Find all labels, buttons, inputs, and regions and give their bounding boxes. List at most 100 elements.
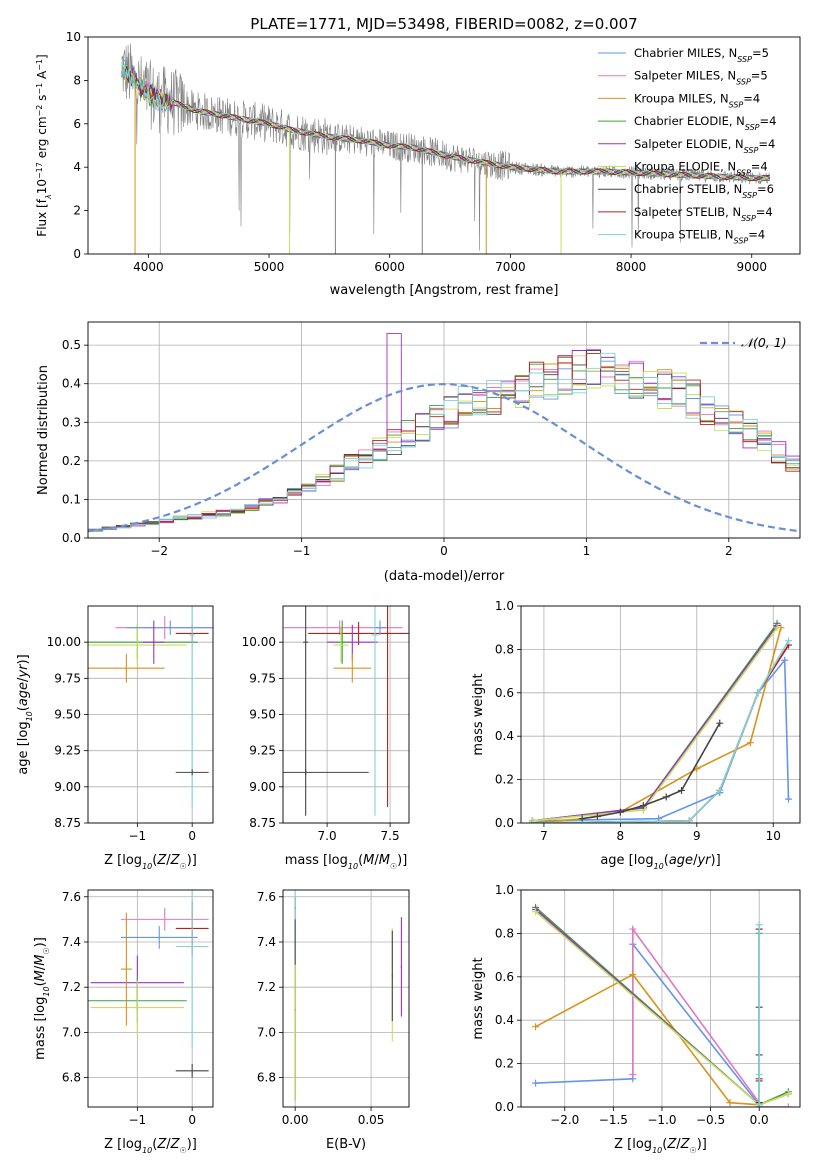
errorbar-point [335, 620, 349, 664]
tick-label-y: 9.75 [54, 671, 81, 685]
tick-label-y: 0.8 [495, 642, 514, 656]
errorbar-point [189, 606, 195, 809]
tick-label-y: 0.0 [495, 1100, 514, 1114]
series-marker [746, 739, 754, 747]
tick-label-y: 0.0 [62, 531, 81, 545]
series-line [532, 625, 778, 822]
series-line [535, 933, 760, 1107]
x-axis-label: (data-model)/error [384, 569, 505, 584]
tick-label-x: 5000 [254, 260, 285, 274]
tick-label-y: 0.6 [495, 686, 514, 700]
tick-label-x: 8000 [616, 260, 647, 274]
series-marker [755, 1101, 763, 1107]
gaussian-curve [88, 382, 798, 533]
tick-label-x: −1 [128, 1113, 146, 1127]
tick-label-y: 7.2 [62, 980, 81, 994]
series-line [535, 973, 760, 1106]
legend-entry: Chabrier ELODIE, NSSP=4 [634, 114, 776, 132]
tick-label-y: 0.8 [495, 926, 514, 940]
tick-label-y: 10 [66, 30, 81, 44]
series-marker [773, 624, 781, 632]
series-marker [781, 656, 789, 664]
tick-label-x: 0 [188, 1113, 196, 1127]
tick-label-x: 0.05 [358, 1113, 385, 1127]
tick-label-y: 0.0 [495, 816, 514, 830]
tick-label-y: 8.75 [54, 816, 81, 830]
tick-label-y: 0.4 [495, 729, 514, 743]
series-marker [532, 1079, 540, 1087]
series-marker [578, 815, 586, 823]
series-marker [755, 1070, 763, 1078]
series-marker [532, 1023, 540, 1031]
series-marker [528, 819, 536, 823]
errorbar-point [120, 908, 209, 931]
legend-entry: Salpeter MILES, NSSP=5 [634, 69, 768, 87]
series-marker [629, 971, 637, 979]
errorbar-point [88, 653, 165, 683]
errorbars [88, 890, 209, 1078]
series-marker [784, 1103, 792, 1107]
legend-entry: Chabrier STELIB, NSSP=6 [634, 182, 774, 200]
legend-entry: Salpeter ELODIE, NSSP=4 [634, 137, 775, 155]
tick-label-y: 7.4 [257, 935, 276, 949]
tick-label-y: 7.6 [62, 890, 81, 904]
axes-frame [87, 889, 214, 1108]
tick-label-y: 8 [73, 73, 81, 87]
axes-frame [520, 605, 801, 824]
tick-label-y: 0.2 [62, 454, 81, 468]
errorbar-point [294, 964, 296, 1101]
x-axis-label: E(B-V) [326, 1137, 366, 1152]
tick-label-y: 0.5 [62, 338, 81, 352]
errorbar-point [120, 926, 198, 949]
tick-label-y: 9.75 [249, 671, 276, 685]
tick-label-x: 9000 [736, 260, 767, 274]
tick-label-x: 7.0 [318, 829, 337, 843]
tick-label-x: 7000 [495, 260, 526, 274]
chart-title: PLATE=1771, MJD=53498, FIBERID=0082, z=0… [250, 15, 637, 33]
series-marker [785, 795, 793, 803]
tick-label-y: 0.4 [62, 377, 81, 391]
errorbar-point [400, 917, 403, 1017]
tick-label-x: 1 [583, 544, 591, 558]
errorbar-point [371, 606, 379, 816]
tick-label-y: 7.2 [257, 980, 276, 994]
x-axis-label: age [log10(age/yr)] [600, 853, 720, 871]
tick-label-x: 0.00 [282, 1113, 309, 1127]
tick-label-x: 10 [766, 829, 781, 843]
tick-label-x: −2 [150, 544, 168, 558]
histogram-step-line [88, 333, 800, 530]
histogram-steps [88, 333, 800, 533]
series-marker [616, 808, 624, 816]
series-marker [754, 689, 762, 697]
series-line [532, 627, 782, 823]
series-marker [629, 1070, 637, 1078]
legend-entry: Kroupa MILES, NSSP=4 [634, 91, 760, 109]
tick-label-y: 7.4 [62, 935, 81, 949]
tick-label-y: 10.00 [242, 635, 276, 649]
tick-label-y: 0.2 [495, 1057, 514, 1071]
legend-entry: Chabrier MILES, NSSP=5 [634, 46, 769, 64]
axes-frame [87, 321, 801, 539]
model-line [121, 62, 771, 181]
x-axis-label: Z [log10(Z/Z☉)] [614, 1137, 707, 1155]
tick-label-x: −2.0 [550, 1113, 579, 1127]
x-axis-label: Z [log10(Z/Z☉)] [104, 853, 197, 871]
residual-histogram-panel: −2 −1 0 1 2 0.0 0.1 0.2 0.3 0.4 0.5 (data-model)/er… [36, 321, 801, 584]
tick-label-x: −1 [293, 544, 311, 558]
tick-label-x: 7.5 [381, 829, 400, 843]
axes-frame [282, 605, 410, 824]
errorbar-point [142, 620, 165, 664]
series-marker [784, 1090, 792, 1098]
x-axis-label: mass [log10(M/M☉)] [285, 853, 408, 871]
mass-vs-metallicity-panel: −1 0 6.8 7.0 7.2 7.4 7.6 Z [log10(Z/Z☉)] mass [l… [33, 889, 214, 1155]
tick-label-y: 1.0 [495, 599, 514, 613]
x-axis-label: wavelength [Angstrom, rest frame] [330, 283, 559, 298]
spectrum-panel: 4000 5000 6000 7000 8000 9000 0 2 4 6 8 10 wavelengt… [35, 30, 801, 298]
tick-label-y: 0.6 [495, 970, 514, 984]
x-axis-label: Z [log10(Z/Z☉)] [104, 1137, 197, 1155]
errorbar-point [385, 606, 391, 808]
mass-vs-ebv-panel: 0.00 0.05 6.8 7.0 7.2 7.4 7.6 E(B-V) [257, 889, 410, 1152]
tick-label-y: 9.25 [54, 744, 81, 758]
y-axis-label: Normed distribution [36, 365, 51, 495]
